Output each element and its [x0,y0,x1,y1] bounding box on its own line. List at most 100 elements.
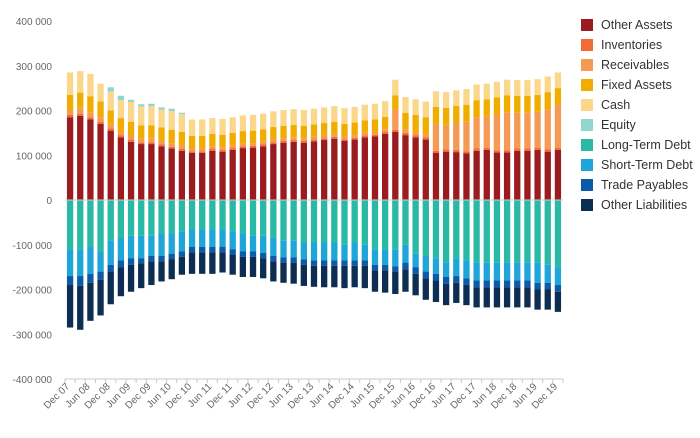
bar-segment [432,280,440,303]
bar-segment [442,149,450,152]
bar-segment [493,81,501,98]
bar-segment [168,146,175,149]
bar-segment [97,251,104,272]
bar-segment [158,261,165,282]
legend-swatch [581,39,593,51]
bar-segment [503,200,511,263]
bar-segment [229,148,236,150]
bar-segment [453,106,460,124]
legend-item[interactable]: Equity [581,115,693,135]
bar-segment [270,200,277,239]
bar-segment [381,270,389,293]
bar-segment [351,265,358,288]
bar-segment [148,255,155,262]
bar-segment [300,264,307,286]
bar-segment [239,146,247,149]
bar-segment [300,259,307,265]
bar-segment [270,238,277,256]
legend: Other Assets Inventories Receivables Fixed … [581,15,693,215]
bar-segment [331,106,338,122]
bar-segment [199,153,206,200]
bar-segment [117,95,125,101]
bar-segment [463,260,470,279]
bar-segment [381,133,389,200]
bar-segment [188,153,196,200]
bar-segment [87,112,94,118]
bar-segment [341,139,348,141]
bar-segment [239,200,247,234]
bar-segment [158,107,165,110]
bar-segment [361,200,368,245]
bar-segment [158,144,165,147]
bar-segment [453,282,460,303]
bar-segment [351,135,358,138]
bar-segment [300,242,307,260]
legend-item[interactable]: Other Assets [581,15,693,35]
bar-segment [249,256,257,277]
bar-segment [493,152,501,200]
bar-segment [290,124,297,138]
bar-segment [290,257,297,263]
bar-segment [290,240,297,258]
bar-segment [127,102,135,122]
bar-segment [310,265,318,287]
bar-segment [371,270,379,292]
bar-segment [188,252,196,274]
bar-segment [361,120,368,133]
bar-segment [392,95,399,110]
legend-item[interactable]: Long-Term Debt [581,135,693,155]
bar-segment [493,150,501,153]
bar-segment [453,149,460,153]
bar-segment [148,106,155,126]
bar-segment [392,79,399,96]
bar-segment [260,146,267,200]
bar-segment [331,242,338,261]
bar-segment [127,139,135,142]
bar-segment [442,200,450,263]
bar-segment [168,143,175,147]
legend-item[interactable]: Short-Term Debt [581,155,693,175]
bar-segment [463,151,470,154]
legend-item[interactable]: Fixed Assets [581,75,693,95]
bar-segment [178,148,186,151]
bar-segment [229,200,236,232]
bar-segment [503,262,511,281]
legend-label: Short-Term Debt [601,158,693,172]
bar-segment [138,263,145,289]
bar-segment [483,116,490,148]
bar-segment [514,112,521,149]
bar-segment [361,244,368,261]
bar-segment [97,279,104,316]
bar-segment [199,229,206,247]
bar-segment [412,114,419,132]
y-axis: 400 000 300 000 200 000 100 000 0 -100 000 -20… [13,17,53,386]
bar-segment [371,134,379,137]
bar-segment [97,101,104,118]
legend-item[interactable]: Cash [581,95,693,115]
bar-segment [260,252,267,259]
bar-segment [331,138,338,200]
bar-segment [310,141,318,200]
bar-segment [381,249,389,265]
bar-segment [178,200,186,232]
bar-segment [280,240,287,258]
bar-segment [463,200,470,261]
bar-segment [402,269,409,292]
bar-segment [554,149,562,200]
bar-segment [361,137,368,200]
legend-swatch [581,99,593,111]
bar-segment [503,95,511,113]
bar-segment [260,141,267,145]
bar-segment [412,137,419,200]
legend-swatch [581,139,593,151]
legend-item[interactable]: Trade Payables [581,175,693,195]
bar-segment [422,134,429,138]
bar-segment [554,267,562,286]
bar-segment [229,249,236,255]
bar-segment [442,283,450,306]
legend-item[interactable]: Receivables [581,55,693,75]
legend-item[interactable]: Inventories [581,35,693,55]
legend-item[interactable]: Other Liabilities [581,195,693,215]
bar-segment [554,72,562,89]
bar-segment [107,130,114,200]
